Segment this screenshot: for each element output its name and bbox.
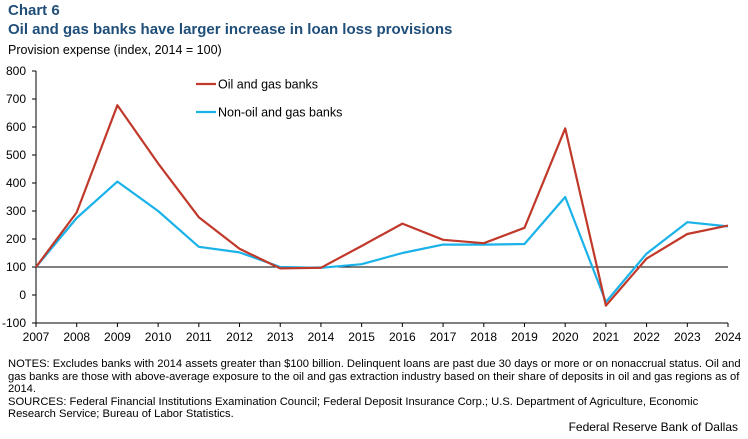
x-tick-label: 2020	[552, 330, 579, 344]
x-tick-label: 2019	[511, 330, 538, 344]
x-tick-label: 2014	[308, 330, 335, 344]
line-chart: -100 0 100 200 300 400 500 600 700 800 2007 2008 200…	[2, 64, 742, 344]
chart-notes: NOTES: Excludes banks with 2014 assets g…	[8, 358, 742, 421]
series-line-oil-and-gas-banks	[35, 104, 729, 307]
chart-title: Oil and gas banks have larger increase i…	[8, 21, 453, 38]
x-tick-label: 2021	[593, 330, 620, 344]
y-tick-label: 800	[6, 64, 26, 78]
legend-label-non-oil-and-gas-banks: Non-oil and gas banks	[218, 106, 342, 120]
x-tick-label: 2012	[226, 330, 253, 344]
x-tick-label: 2008	[63, 330, 90, 344]
notes-text: NOTES: Excludes banks with 2014 assets g…	[8, 358, 741, 396]
y-tick-label: 600	[6, 120, 26, 134]
x-tick-label: 2018	[470, 330, 497, 344]
x-tick-label: 2023	[674, 330, 701, 344]
x-tick-label: 2024	[715, 330, 742, 344]
y-tick-label: 0	[19, 288, 26, 302]
y-axis-label: Provision expense (index, 2014 = 100)	[8, 43, 222, 57]
y-tick-label: 300	[6, 204, 26, 218]
x-tick-label: 2016	[389, 330, 416, 344]
y-tick-label: 400	[6, 176, 26, 190]
y-tick-label: 100	[6, 260, 26, 274]
x-tick-label: 2007	[23, 330, 50, 344]
legend-label-oil-and-gas-banks: Oil and gas banks	[218, 78, 318, 92]
x-tick-label: 2013	[267, 330, 294, 344]
source-credit: Federal Reserve Bank of Dallas	[568, 420, 738, 434]
sources-text: SOURCES: Federal Financial Institutions …	[8, 395, 699, 421]
y-tick-label: -100	[2, 316, 26, 330]
x-tick-label: 2009	[104, 330, 131, 344]
x-tick-label: 2017	[430, 330, 457, 344]
y-tick-label: 200	[6, 232, 26, 246]
x-tick-label: 2010	[145, 330, 172, 344]
y-tick-label: 500	[6, 148, 26, 162]
x-tick-label: 2011	[186, 330, 212, 344]
series-line-non-oil-and-gas-banks	[35, 180, 729, 304]
y-tick-label: 700	[6, 92, 26, 106]
x-tick-label: 2022	[633, 330, 660, 344]
x-tick-label: 2015	[348, 330, 375, 344]
chart-number: Chart 6	[8, 2, 60, 19]
